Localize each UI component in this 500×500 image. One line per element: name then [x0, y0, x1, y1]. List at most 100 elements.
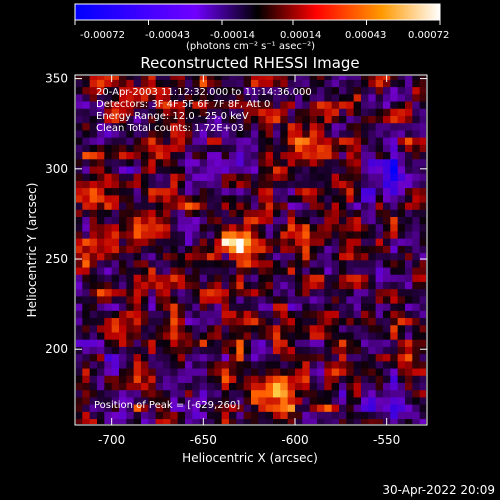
heatmap-cell: [199, 222, 209, 232]
heatmap-cell: [111, 157, 121, 167]
heatmap-cell: [76, 172, 84, 181]
heatmap-cell: [82, 287, 91, 297]
heatmap-cell: [346, 114, 355, 124]
heatmap-cell: [141, 266, 150, 275]
heatmap-cell: [170, 129, 179, 138]
heatmap-cell: [89, 93, 99, 102]
heatmap-cell: [368, 157, 377, 167]
heatmap-cell: [243, 230, 253, 239]
heatmap-cell: [148, 230, 157, 239]
heatmap-cell: [89, 331, 99, 340]
heatmap-cell: [155, 100, 165, 109]
heatmap-cell: [368, 201, 377, 210]
heatmap-cell: [390, 201, 399, 210]
heatmap-cell: [317, 121, 326, 131]
heatmap-cell: [111, 280, 121, 290]
heatmap-cell: [317, 309, 326, 319]
heatmap-cell: [339, 85, 348, 95]
heatmap-cell: [148, 143, 157, 153]
heatmap-cell: [97, 76, 106, 80]
heatmap-cell: [221, 107, 231, 116]
heatmap-cell: [265, 331, 275, 340]
heatmap-cell: [170, 93, 179, 102]
heatmap-cell: [397, 273, 407, 282]
heatmap-cell: [126, 374, 135, 383]
heatmap-cell: [353, 388, 363, 398]
heatmap-cell: [163, 230, 172, 239]
heatmap-cell: [111, 78, 121, 88]
heatmap-cell: [133, 165, 143, 174]
heatmap-cell: [317, 165, 326, 174]
heatmap-cell: [302, 179, 311, 189]
heatmap-cell: [419, 208, 426, 218]
heatmap-cell: [375, 316, 385, 326]
heatmap-cell: [185, 208, 194, 218]
heatmap-cell: [229, 302, 238, 311]
heatmap-cell: [207, 93, 216, 102]
heatmap-cell: [287, 208, 297, 218]
heatmap-cell: [251, 345, 260, 355]
heatmap-cell: [207, 237, 216, 246]
heatmap-cell: [419, 316, 426, 326]
heatmap-cell: [265, 150, 275, 160]
heatmap-cell: [368, 396, 377, 405]
heatmap-cell: [76, 338, 84, 347]
heatmap-cell: [133, 100, 143, 109]
heatmap-cell: [82, 136, 91, 145]
heatmap-cell: [155, 222, 165, 232]
heatmap-cell: [236, 374, 245, 383]
heatmap-cell: [148, 237, 157, 246]
heatmap-cell: [214, 157, 223, 167]
heatmap-cell: [111, 302, 121, 311]
heatmap-cell: [397, 287, 407, 297]
heatmap-cell: [375, 381, 385, 391]
heatmap-cell: [317, 78, 326, 88]
heatmap-cell: [163, 323, 172, 333]
heatmap-cell: [383, 295, 392, 304]
heatmap-cell: [82, 78, 91, 88]
heatmap-cell: [346, 338, 355, 347]
heatmap-cell: [353, 150, 363, 160]
heatmap-cell: [82, 179, 91, 189]
heatmap-cell: [317, 345, 326, 355]
heatmap-cell: [287, 129, 297, 138]
heatmap-cell: [295, 136, 304, 145]
heatmap-cell: [265, 114, 275, 124]
heatmap-cell: [375, 396, 385, 405]
heatmap-cell: [353, 215, 363, 225]
heatmap-cell: [185, 280, 194, 290]
heatmap-cell: [295, 100, 304, 109]
heatmap-cell: [214, 251, 223, 261]
heatmap-cell: [89, 302, 99, 311]
heatmap-cell: [221, 78, 231, 88]
heatmap-cell: [97, 295, 106, 304]
heatmap-cell: [177, 302, 187, 311]
heatmap-cell: [287, 107, 297, 116]
heatmap-cell: [375, 76, 385, 80]
heatmap-cell: [375, 172, 385, 181]
heatmap-cell: [207, 309, 216, 319]
heatmap-cell: [148, 157, 157, 167]
heatmap-cell: [383, 93, 392, 102]
heatmap-cell: [119, 194, 128, 203]
heatmap-cell: [141, 100, 150, 109]
heatmap-cell: [119, 215, 128, 225]
heatmap-cell: [287, 150, 297, 160]
heatmap-cell: [375, 100, 385, 109]
heatmap-cell: [383, 165, 392, 174]
heatmap-cell: [192, 237, 201, 246]
heatmap-cell: [177, 150, 187, 160]
heatmap-cell: [163, 172, 172, 181]
heatmap-cell: [221, 157, 231, 167]
heatmap-cell: [192, 295, 201, 304]
heatmap-cell: [251, 201, 260, 210]
heatmap-cell: [375, 295, 385, 304]
heatmap-cell: [346, 150, 355, 160]
heatmap-cell: [375, 266, 385, 275]
heatmap-cell: [265, 93, 275, 102]
heatmap-cell: [331, 76, 341, 80]
heatmap-cell: [295, 331, 304, 340]
heatmap-cell: [207, 323, 216, 333]
heatmap-cell: [207, 388, 216, 398]
heatmap-cell: [133, 172, 143, 181]
